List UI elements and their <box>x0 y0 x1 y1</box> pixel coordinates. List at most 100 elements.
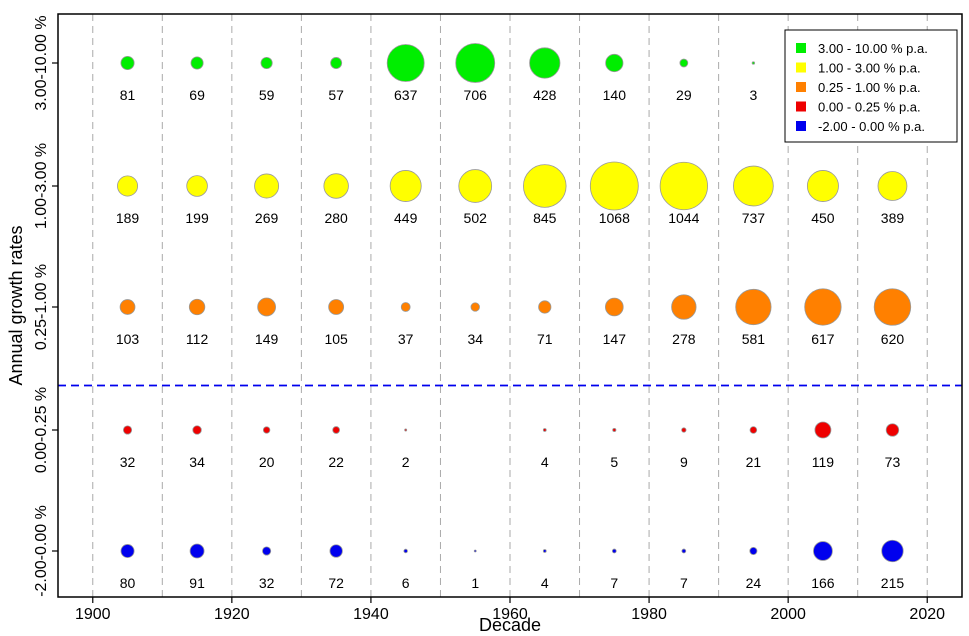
y-axis-ticks: 3.00-10.00 % 1.00-3.00 % 0.25-1.00 % 0.00-0… <box>33 15 58 597</box>
x-axis-ticks: 1900 1920 1940 1960 1980 2000 2020 <box>75 597 945 623</box>
value-label: 637 <box>394 87 418 103</box>
value-label: 706 <box>464 87 488 103</box>
y-tick-label: 1.00-3.00 % <box>33 143 50 229</box>
legend-label: 1.00 - 3.00 % p.a. <box>818 61 921 76</box>
value-label: 389 <box>881 210 905 226</box>
value-label: 4 <box>541 454 549 470</box>
bubble <box>749 547 758 555</box>
bubble <box>386 44 425 82</box>
bubble <box>681 427 687 433</box>
bubble <box>323 173 349 199</box>
value-label: 34 <box>189 454 205 470</box>
value-label: 91 <box>189 575 205 591</box>
value-label: 6 <box>402 575 410 591</box>
bubble <box>605 53 624 73</box>
bubble <box>455 43 496 83</box>
value-label: 617 <box>811 331 835 347</box>
value-label: 581 <box>742 331 766 347</box>
bubble <box>681 548 687 554</box>
value-label: 450 <box>811 210 835 226</box>
value-label: 71 <box>537 331 553 347</box>
value-label: 269 <box>255 210 279 226</box>
bubble <box>470 302 480 312</box>
bubble <box>192 425 202 435</box>
bubble <box>733 165 774 207</box>
bubble <box>589 161 639 211</box>
value-label: 112 <box>186 331 209 347</box>
value-label: 81 <box>120 87 136 103</box>
bubble <box>329 544 343 558</box>
value-label: 59 <box>259 87 275 103</box>
y-tick-label: -2.00-0.00 % <box>33 505 50 597</box>
bubble <box>749 426 758 434</box>
value-label: 69 <box>189 87 205 103</box>
value-label: 428 <box>533 87 557 103</box>
value-label: 9 <box>680 454 688 470</box>
value-label: 280 <box>324 210 348 226</box>
value-label: 140 <box>603 87 627 103</box>
value-label: 105 <box>324 331 348 347</box>
value-label: 80 <box>120 575 136 591</box>
bubble <box>473 549 477 553</box>
legend-swatch <box>796 101 806 112</box>
bubble <box>612 427 617 433</box>
x-tick-label: 1900 <box>75 606 111 623</box>
y-tick-label: 3.00-10.00 % <box>33 15 50 110</box>
value-label: 32 <box>120 454 136 470</box>
legend-swatch <box>796 43 806 53</box>
value-label: 845 <box>533 210 557 226</box>
bubble <box>189 543 205 559</box>
value-label: 2 <box>402 454 410 470</box>
value-label: 73 <box>885 454 901 470</box>
bubble <box>806 170 839 202</box>
x-tick-label: 2000 <box>770 606 806 623</box>
value-label: 4 <box>541 575 549 591</box>
y-tick-label: 0.25-1.00 % <box>33 264 50 350</box>
x-axis-title: Decade <box>479 615 541 635</box>
bubble <box>119 299 136 315</box>
value-label: 57 <box>328 87 344 103</box>
bubble <box>120 544 135 558</box>
value-label: 1044 <box>668 210 699 226</box>
bubble <box>813 541 833 561</box>
value-label: 34 <box>467 331 483 347</box>
bubble <box>262 546 272 556</box>
legend: 3.00 - 10.00 % p.a. 1.00 - 3.00 % p.a. 0.2… <box>784 29 958 143</box>
value-label: 37 <box>398 331 414 347</box>
bubble <box>804 288 842 326</box>
legend-swatch <box>796 82 806 92</box>
value-label: 3 <box>749 87 757 103</box>
bubble <box>542 428 547 432</box>
bubble <box>885 423 900 437</box>
value-label: 22 <box>328 454 344 470</box>
bubble <box>403 548 408 554</box>
bubble <box>611 548 617 554</box>
bubble <box>120 55 135 71</box>
value-label: 149 <box>255 331 279 347</box>
legend-swatch <box>796 62 806 73</box>
value-label: 147 <box>603 331 627 347</box>
value-label: 620 <box>881 331 905 347</box>
bubble <box>881 539 904 563</box>
bubble <box>605 297 624 317</box>
legend-label: 0.25 - 1.00 % p.a. <box>818 80 921 95</box>
bubble <box>257 297 276 317</box>
legend-label: 0.00 - 0.25 % p.a. <box>818 100 921 115</box>
bubble <box>529 47 561 79</box>
bubble <box>877 171 908 201</box>
bubble <box>328 299 345 315</box>
legend-label: 3.00 - 10.00 % p.a. <box>818 41 928 56</box>
x-tick-label: 1940 <box>353 606 389 623</box>
value-label: 1 <box>471 575 479 591</box>
x-tick-label: 1960 <box>492 606 528 623</box>
x-tick-label: 1980 <box>631 606 667 623</box>
bubble <box>190 56 204 70</box>
bubble <box>523 164 567 208</box>
bubble <box>542 549 547 553</box>
value-label: 215 <box>881 575 905 591</box>
value-label: 72 <box>328 575 344 591</box>
bubble <box>254 173 280 199</box>
bubble <box>262 426 271 434</box>
